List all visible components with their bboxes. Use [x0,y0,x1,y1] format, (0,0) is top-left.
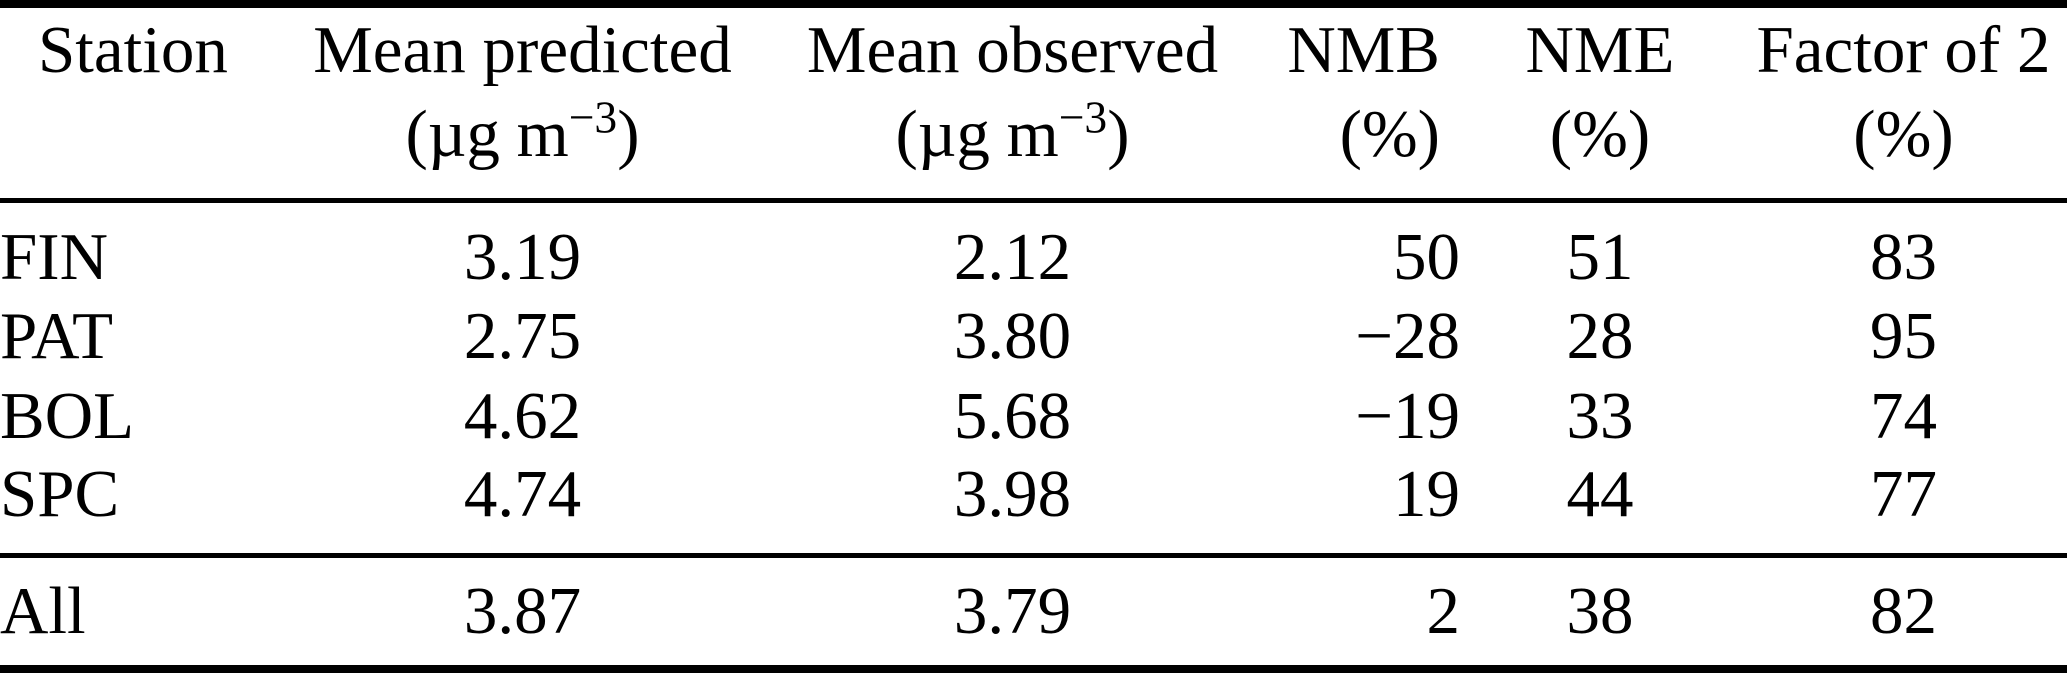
column-header-nmb: NMB (%) [1280,4,1460,200]
header-row: Station Mean predicted (µg m−3) Mean obs… [0,4,2067,200]
unit-text: ) [1107,97,1130,171]
column-header-station: Station [0,4,300,200]
cell-station: SPC [0,457,120,532]
cell-nme: 38 [1566,573,1634,648]
cell-mean-predicted: 4.74 [463,457,582,532]
cell-nme: 44 [1566,457,1634,532]
cell-nmb: 19 [1393,457,1460,532]
cell-factor-of-2: 77 [1870,457,1937,532]
column-header-mean-predicted: Mean predicted (µg m−3) [300,4,745,200]
cell-factor-of-2: 82 [1870,573,1937,648]
table-row-fin: FIN 3.19 2.12 50 51 83 [0,200,2067,296]
header-unit-factor-of-2: (%) [1853,97,1954,171]
cell-station: All [0,573,86,648]
cell-mean-observed: 3.98 [953,457,1072,532]
cell-mean-observed: 3.80 [953,298,1072,373]
column-header-mean-observed: Mean observed (µg m−3) [745,4,1280,200]
cell-station: FIN [0,219,108,294]
header-label-station: Station [38,13,228,87]
table-row-bol: BOL 4.62 5.68 −19 33 74 [0,376,2067,456]
unit-text: ) [617,97,640,171]
cell-mean-observed: 5.68 [953,378,1072,453]
header-unit-mean-predicted: (µg m−3) [300,92,745,176]
header-label-factor-of-2: Factor of 2 [1756,13,2051,87]
cell-mean-observed: 2.12 [953,219,1072,294]
cell-factor-of-2: 74 [1870,378,1937,453]
header-unit-nmb: (%) [1339,97,1440,171]
unit-superscript: −3 [568,91,618,143]
cell-nmb: −28 [1355,298,1460,373]
cell-nme: 51 [1566,219,1634,294]
cell-nmb: 2 [1426,573,1461,648]
cell-nme: 33 [1566,378,1634,453]
cell-nmb: −19 [1355,378,1460,453]
cell-station: BOL [0,378,134,453]
cell-nme: 28 [1566,298,1634,373]
header-label-mean-predicted: Mean predicted [313,13,732,87]
table-row-spc: SPC 4.74 3.98 19 44 77 [0,456,2067,555]
cell-factor-of-2: 95 [1870,298,1937,373]
cell-mean-predicted: 4.62 [463,378,582,453]
unit-superscript: −3 [1058,91,1108,143]
table-row-all: All 3.87 3.79 2 38 82 [0,555,2067,669]
table-body-stations: FIN 3.19 2.12 50 51 83 PAT 2.75 3.80 −28… [0,200,2067,555]
cell-nmb: 50 [1393,219,1460,294]
header-label-nme: NME [1525,13,1675,87]
table-row-pat: PAT 2.75 3.80 −28 28 95 [0,296,2067,376]
header-unit-nme: (%) [1549,97,1651,171]
column-header-factor-of-2: Factor of 2 (%) [1740,4,2067,200]
unit-text: (µg m [895,97,1059,171]
cell-mean-predicted: 3.19 [463,219,582,294]
cell-mean-predicted: 2.75 [463,298,582,373]
cell-mean-predicted: 3.87 [463,573,582,648]
unit-text: (µg m [405,97,569,171]
header-label-nmb: NMB [1287,13,1440,87]
table-header: Station Mean predicted (µg m−3) Mean obs… [0,4,2067,200]
column-header-nme: NME (%) [1460,4,1740,200]
cell-factor-of-2: 83 [1870,219,1937,294]
cell-station: PAT [0,298,113,373]
cell-mean-observed: 3.79 [953,573,1072,648]
model-evaluation-table: Station Mean predicted (µg m−3) Mean obs… [0,0,2067,673]
header-unit-mean-observed: (µg m−3) [745,92,1280,176]
table-body-summary: All 3.87 3.79 2 38 82 [0,555,2067,669]
header-label-mean-observed: Mean observed [806,13,1219,87]
